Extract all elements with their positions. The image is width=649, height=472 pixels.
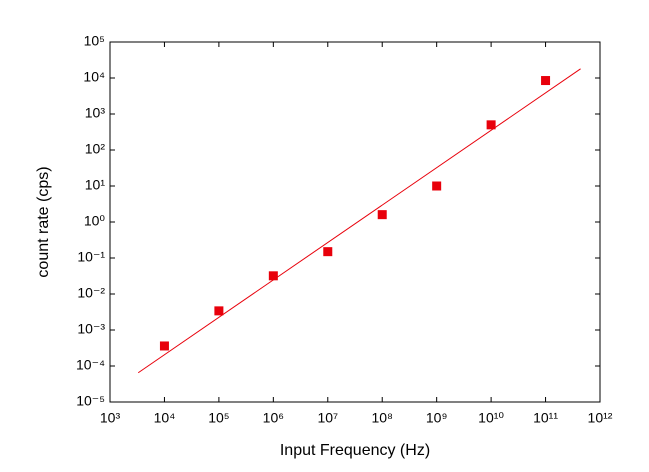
data-point — [268, 271, 278, 281]
y-tick-label: 10⁻² — [77, 285, 105, 301]
y-tick-label: 10⁻³ — [77, 321, 105, 337]
data-point — [323, 247, 333, 257]
x-axis-label: Input Frequency (Hz) — [280, 442, 430, 459]
x-tick-label: 10¹⁰ — [478, 410, 504, 426]
x-tick-label: 10⁸ — [371, 410, 393, 426]
x-tick-label: 10¹¹ — [533, 410, 558, 426]
y-tick-label: 10⁻⁴ — [76, 357, 105, 373]
plot-frame — [109, 41, 601, 403]
y-tick-label: 10⁻¹ — [77, 249, 105, 265]
data-point — [377, 210, 387, 220]
x-tick-label: 10¹² — [588, 410, 613, 426]
y-tick-label: 10⁻⁵ — [76, 393, 105, 409]
data-point — [432, 181, 442, 191]
data-point — [214, 306, 224, 316]
data-point — [486, 120, 496, 130]
y-tick-label: 10¹ — [85, 177, 106, 193]
y-tick-label: 10² — [85, 141, 106, 157]
x-tick-label: 10⁷ — [317, 410, 338, 426]
x-tick-label: 10³ — [100, 410, 121, 426]
y-tick-label: 10⁴ — [83, 69, 105, 85]
y-tick-label: 10⁵ — [84, 33, 105, 49]
y-tick-label: 10⁰ — [84, 213, 106, 229]
x-tick-label: 10⁹ — [426, 410, 448, 426]
x-tick-label: 10⁵ — [208, 410, 229, 426]
data-point — [541, 76, 551, 86]
y-tick-label: 10³ — [85, 105, 106, 121]
y-axis-label: count rate (cps) — [35, 166, 52, 277]
x-tick-label: 10⁴ — [154, 410, 176, 426]
x-tick-label: 10⁶ — [263, 410, 284, 426]
data-point — [159, 341, 169, 351]
fit-line — [137, 68, 581, 374]
